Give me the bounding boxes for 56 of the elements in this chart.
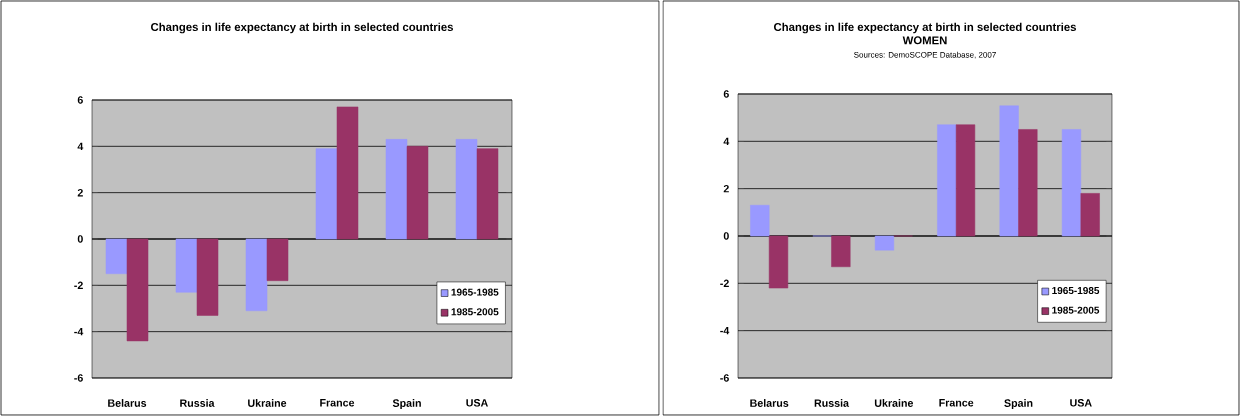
bar — [955, 124, 976, 237]
chart-subtitle: WOMEN — [902, 36, 947, 45]
bar — [245, 238, 268, 312]
bar — [455, 139, 478, 240]
bar — [1080, 193, 1100, 237]
x-tick-label: Ukraine — [874, 399, 914, 407]
y-tick-label: 0 — [77, 235, 83, 243]
bar — [105, 238, 128, 275]
chart-title: Changes in life expectancy at birth in selected countries — [773, 22, 1076, 34]
bar — [999, 105, 1019, 237]
y-tick-label: 6 — [77, 96, 83, 104]
legend-label: 1965-1985 — [451, 288, 499, 296]
x-tick-label: Russia — [814, 399, 850, 407]
bar — [336, 106, 359, 240]
y-tick-label: 2 — [77, 188, 83, 197]
bar — [266, 238, 289, 281]
bar — [196, 238, 219, 316]
bar — [831, 235, 851, 268]
y-tick-label: 4 — [77, 142, 84, 150]
bar — [750, 204, 770, 237]
y-tick-label: -2 — [720, 279, 729, 288]
bar — [937, 124, 957, 237]
legend-label: 1985-2005 — [451, 308, 499, 316]
bar — [768, 235, 789, 289]
bar — [126, 238, 149, 342]
bar — [385, 139, 408, 240]
x-tick-label: Russia — [180, 399, 215, 407]
x-tick-label: USA — [1070, 399, 1092, 407]
y-tick-label: 6 — [723, 90, 729, 98]
bar — [874, 235, 895, 251]
y-tick-label: -4 — [74, 327, 84, 336]
chart-title: Changes in life expectancy at birth in selected countries — [151, 22, 453, 34]
x-tick-label: Spain — [392, 399, 421, 409]
bar — [1061, 129, 1082, 237]
y-tick-label: -6 — [74, 374, 83, 382]
y-tick-label: -4 — [720, 326, 730, 335]
bar — [175, 238, 198, 293]
x-tick-label: France — [939, 399, 974, 407]
y-tick-label: -6 — [720, 374, 729, 382]
bar — [315, 148, 338, 240]
x-tick-label: Belarus — [750, 399, 789, 407]
x-tick-label: Ukraine — [248, 399, 287, 407]
bar — [406, 146, 429, 240]
y-tick-label: 2 — [723, 184, 729, 193]
x-tick-label: Spain — [1004, 399, 1033, 409]
y-tick-label: 0 — [723, 232, 729, 240]
y-tick-label: 4 — [723, 137, 730, 145]
x-tick-label: USA — [466, 399, 488, 407]
y-tick-label: -2 — [74, 281, 83, 290]
legend-label: 1985-2005 — [1052, 306, 1100, 314]
source-note: Sources: DemoSCOPE Database, 2007 — [854, 51, 996, 59]
x-tick-label: Belarus — [108, 399, 147, 407]
bar — [1018, 129, 1038, 237]
x-tick-label: France — [320, 399, 355, 407]
bar — [476, 148, 499, 240]
legend-label: 1965-1985 — [1052, 286, 1100, 295]
